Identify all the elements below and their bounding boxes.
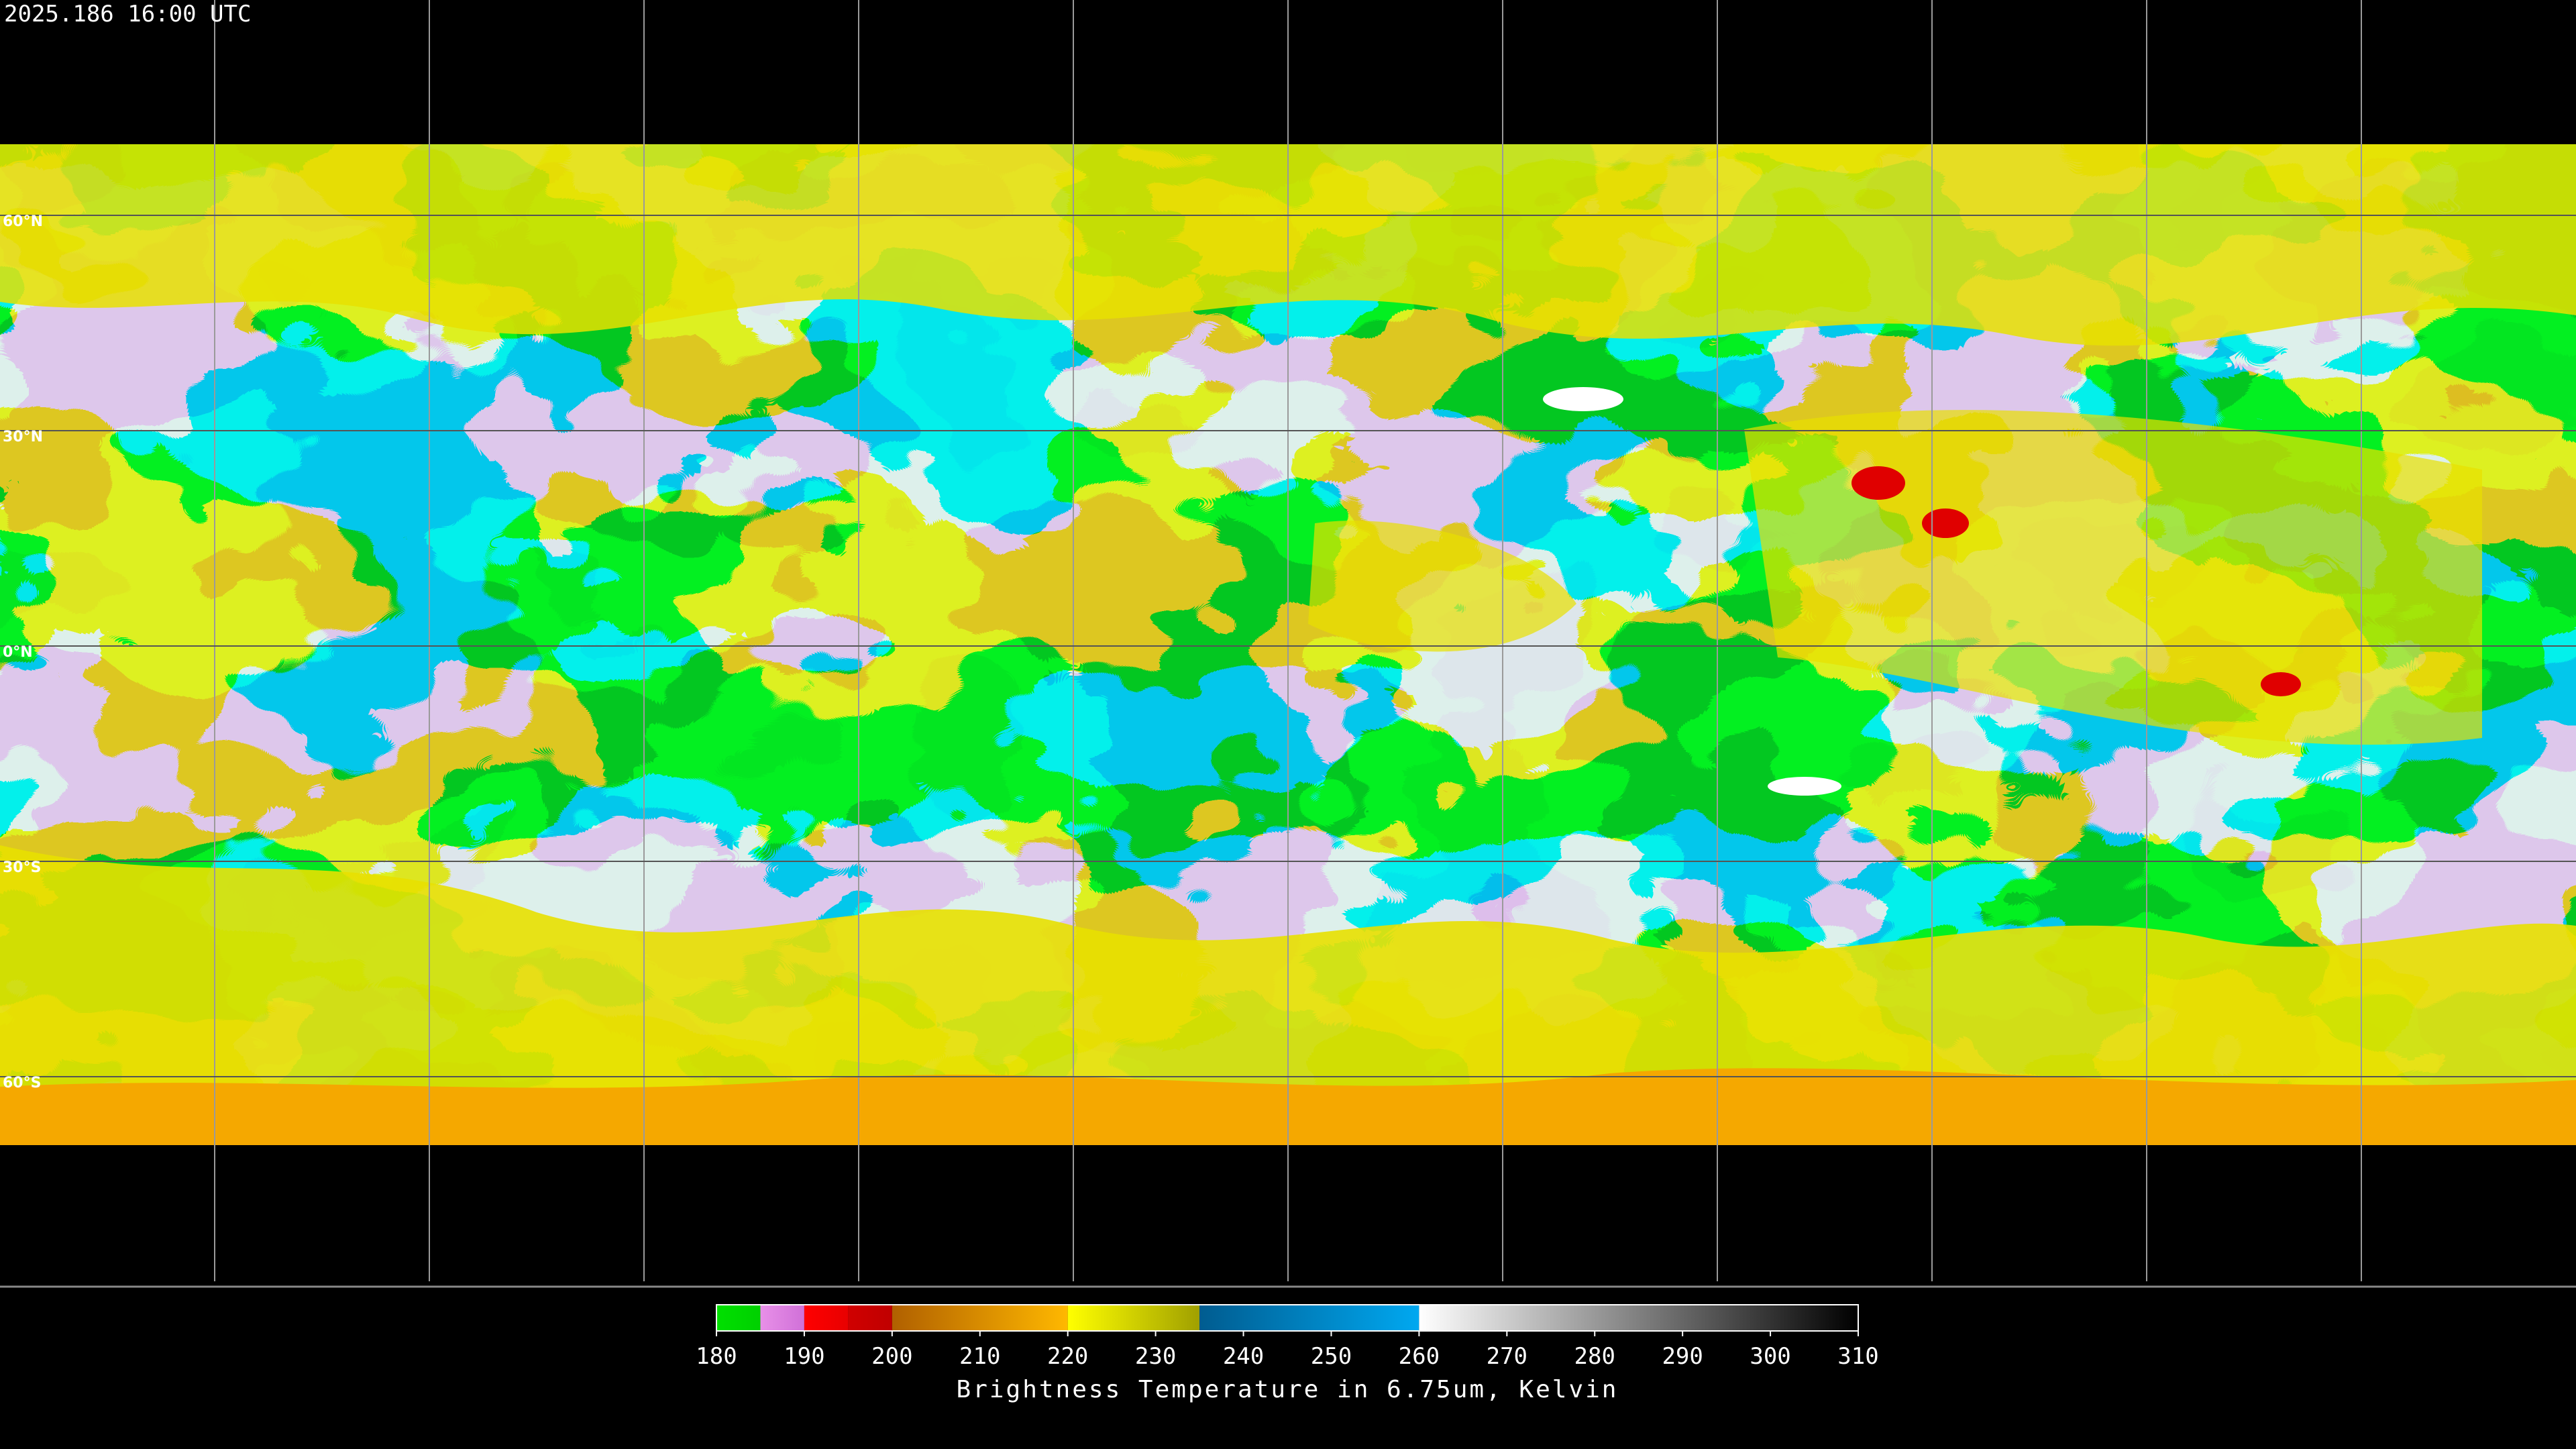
colorbar-tick-label: 260: [1399, 1343, 1440, 1370]
graticule: 60°N 30°N 0°N 30°S 60°S: [0, 0, 2576, 1281]
colorbar-segment: [1067, 1305, 1200, 1331]
colorbar-tick-label: 280: [1574, 1343, 1615, 1370]
colorbar-tick-label: 270: [1487, 1343, 1527, 1370]
colorbar-tick-label: 310: [1837, 1343, 1878, 1370]
colorbar-segment: [848, 1305, 892, 1331]
colorbar-segment: [1199, 1305, 1419, 1331]
colorbar-tick-label: 250: [1311, 1343, 1352, 1370]
colorbar-segment: [760, 1305, 804, 1331]
colorbar: 180 190 200 210 220 230 240 250 260 270 280 290 300 3…: [696, 1304, 1879, 1370]
colorbar-tick-label: 180: [696, 1343, 737, 1370]
colorbar-tick-label: 300: [1750, 1343, 1790, 1370]
colorbar-tick-label: 220: [1047, 1343, 1088, 1370]
lat-label: 60°N: [3, 213, 43, 230]
lat-label: 30°N: [3, 429, 43, 445]
dry-spot: [1768, 777, 1841, 796]
colorbar-tick-label: 240: [1223, 1343, 1264, 1370]
storm-cell: [2261, 672, 2301, 696]
timestamp: 2025.186 16:00 UTC: [4, 1, 251, 28]
colorbar-frame: [716, 1304, 1859, 1332]
colorbar-segment: [804, 1305, 849, 1331]
colorbar-segment: [716, 1305, 761, 1331]
lat-label: 60°S: [3, 1075, 41, 1091]
african-convection: [1308, 521, 1576, 652]
colorbar-tick-label: 230: [1135, 1343, 1176, 1370]
colorbar-tick-label: 290: [1662, 1343, 1703, 1370]
colorbar-tick-label: 200: [871, 1343, 912, 1370]
colorbar-tick-label: 210: [959, 1343, 1000, 1370]
storm-cell: [1851, 466, 1905, 500]
dry-spot: [1543, 387, 1623, 411]
colorbar-tick-label: 190: [784, 1343, 824, 1370]
tropical-convection: [1744, 410, 2482, 745]
lat-label: 30°S: [3, 859, 41, 876]
colorbar-segment: [892, 1305, 1068, 1331]
lat-label: 0°N: [3, 644, 33, 661]
storm-cell: [1922, 508, 1969, 538]
colorbar-label: Brightness Temperature in 6.75um, Kelvin: [957, 1376, 1619, 1403]
colorbar-segment: [1419, 1305, 1858, 1331]
